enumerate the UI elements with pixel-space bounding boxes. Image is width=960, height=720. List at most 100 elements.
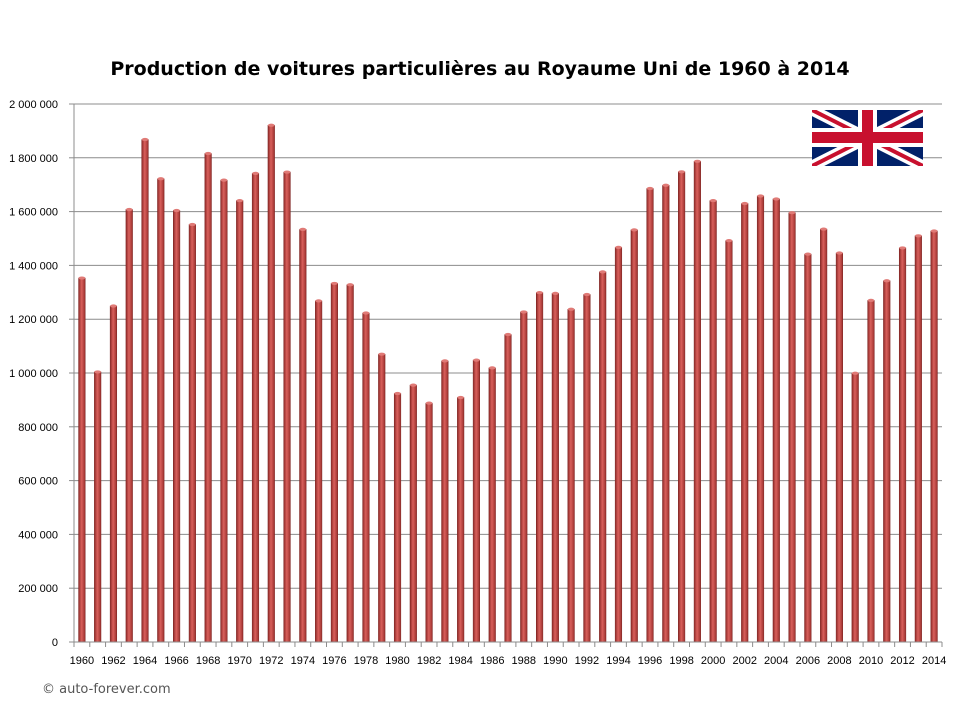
bar (173, 210, 181, 643)
x-tick-label: 1978 (354, 655, 378, 667)
y-tick-label: 800 000 (18, 422, 58, 434)
bar (425, 402, 433, 643)
x-tick-label: 1994 (606, 655, 630, 667)
x-tick-label: 2000 (701, 655, 725, 667)
bar-cap (709, 198, 717, 203)
bar (457, 397, 465, 643)
bar-cap (694, 159, 701, 163)
bar-cap (820, 227, 827, 231)
bar-cap (189, 222, 196, 227)
bar (725, 240, 733, 643)
bar-cap (110, 304, 117, 308)
x-tick-label: 1974 (291, 655, 315, 667)
bar (125, 209, 133, 643)
bar (835, 252, 843, 643)
bar-cap (252, 171, 259, 176)
bar (567, 308, 575, 643)
x-tick-label: 1996 (638, 655, 662, 667)
bar-cap (899, 246, 906, 250)
bar-cap (204, 151, 212, 156)
chart-title: Production de voitures particulières au … (110, 58, 849, 80)
y-tick-label: 0 (52, 637, 58, 649)
copyright-text: © auto-forever.com (42, 682, 171, 697)
bar-cap (930, 229, 938, 233)
bar (220, 179, 228, 643)
x-tick-label: 2012 (890, 655, 914, 667)
x-tick-label: 2008 (827, 655, 851, 667)
x-tick-label: 1960 (70, 655, 94, 667)
y-tick-label: 1 400 000 (9, 260, 58, 272)
bar (614, 247, 623, 643)
bar (599, 271, 607, 643)
bar-cap (362, 311, 370, 315)
bar (678, 171, 686, 643)
x-tick-label: 1976 (322, 655, 346, 667)
bar-cap (409, 383, 417, 387)
bar-cap (804, 252, 812, 256)
y-tick-label: 400 000 (18, 529, 58, 541)
bar (662, 184, 670, 643)
x-tick-label: 1966 (164, 655, 188, 667)
bar-cap (504, 332, 512, 337)
bar (930, 230, 938, 643)
bar-cap (599, 270, 607, 274)
bar (867, 300, 875, 643)
x-tick-label: 1990 (543, 655, 567, 667)
x-tick-label: 1980 (385, 655, 409, 667)
x-tick-label: 2010 (859, 655, 883, 667)
bar (315, 300, 323, 643)
bar-cap (615, 245, 622, 249)
plot-area: 0 200 000 400 000 600 000 800 000 1 000 000 1 … (9, 99, 946, 667)
bar (520, 311, 528, 643)
bar (535, 292, 544, 643)
bar-cap (867, 298, 875, 302)
bar (504, 334, 512, 643)
bar-cap (299, 227, 307, 231)
bar (378, 353, 386, 643)
bar-cap (662, 183, 670, 187)
bar-cap (630, 228, 638, 232)
x-tick-label: 2002 (732, 655, 756, 667)
bar (94, 371, 102, 643)
bar (393, 393, 402, 643)
bar-cap (536, 290, 543, 295)
bar (914, 235, 922, 643)
bar-cap (441, 359, 449, 363)
bar (346, 284, 354, 643)
bar (330, 283, 338, 643)
bar-cap (567, 307, 575, 311)
x-tick-label: 1984 (448, 655, 472, 667)
bar (851, 373, 859, 643)
x-tick-label: 1962 (101, 655, 125, 667)
bar (646, 188, 654, 643)
y-tick-label: 1 800 000 (9, 153, 58, 165)
x-tick-label: 1972 (259, 655, 283, 667)
bar-cap (788, 211, 796, 215)
bar (283, 171, 291, 643)
bar (236, 200, 244, 643)
bar-cap (583, 292, 591, 297)
bar (78, 277, 86, 643)
x-tick-label: 2006 (796, 655, 820, 667)
bar-cap (425, 401, 433, 405)
y-tick-label: 600 000 (18, 476, 58, 488)
bar (693, 161, 701, 643)
bar (551, 293, 559, 643)
y-tick-label: 1 000 000 (9, 368, 58, 380)
bar-cap (125, 207, 133, 212)
bar (630, 229, 638, 643)
bar-cap (141, 137, 149, 142)
y-tick-label: 1 200 000 (9, 314, 58, 326)
x-tick-label: 2004 (764, 655, 788, 667)
x-tick-label: 1992 (575, 655, 599, 667)
x-tick-label: 1986 (480, 655, 504, 667)
bar (741, 203, 749, 643)
x-tick-label: 1968 (196, 655, 220, 667)
bar-cap (267, 123, 275, 127)
bar-cap (173, 208, 180, 213)
bar-cap (473, 358, 480, 362)
y-tick-label: 2 000 000 (9, 99, 58, 111)
bar (188, 224, 196, 643)
bar (756, 195, 765, 643)
